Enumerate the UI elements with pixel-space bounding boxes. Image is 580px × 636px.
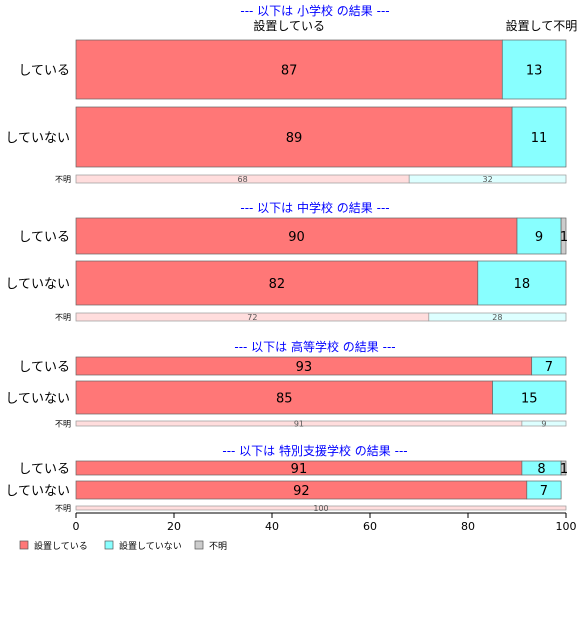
data-label: 91	[294, 420, 304, 429]
bar-segment-no	[511, 106, 567, 168]
x-tick-label: 80	[461, 520, 475, 533]
data-label: 93	[296, 360, 313, 375]
row-label: している	[18, 64, 70, 79]
data-label: 85	[276, 392, 293, 407]
bar-segment-yes	[75, 217, 518, 255]
bar-segment-yes	[75, 39, 503, 100]
row-label: 不明	[55, 420, 71, 429]
row-label: している	[18, 462, 70, 477]
legend-label: 不明	[209, 541, 227, 552]
data-label: 15	[521, 392, 538, 407]
data-label: 9	[535, 230, 543, 245]
data-label: 87	[281, 64, 298, 79]
data-label: 92	[293, 484, 310, 499]
row-label: している	[18, 360, 70, 375]
legend-swatch	[104, 540, 114, 550]
data-label: 89	[286, 131, 303, 146]
column-label-0: 設置している	[253, 18, 325, 33]
bar-segment-yes	[75, 260, 479, 306]
data-label: 90	[288, 230, 305, 245]
bar-segment-unknown	[560, 217, 567, 255]
bar-segment-no	[492, 380, 567, 415]
bar-segment-yes	[75, 380, 493, 415]
bar-segment-no	[428, 312, 567, 322]
row-label: 不明	[55, 313, 71, 322]
data-label: 11	[531, 131, 548, 146]
row-label: 不明	[55, 175, 71, 184]
data-label: 100	[313, 504, 328, 513]
bar-segment-unknown	[560, 460, 567, 476]
bar-segment-no	[501, 39, 567, 100]
x-tick-label: 100	[556, 520, 577, 533]
panel-title-2: --- 以下は 高等学校 の結果 ---	[234, 339, 395, 354]
panel-title-0: --- 以下は 小学校 の結果 ---	[240, 3, 389, 18]
data-label: 68	[238, 175, 248, 184]
x-tick-label: 40	[265, 520, 279, 533]
data-label: 18	[514, 277, 531, 292]
bar-segment-no	[516, 217, 562, 255]
data-label: 9	[541, 420, 546, 429]
data-label: 32	[483, 175, 493, 184]
legend-label: 設置していない	[119, 540, 182, 552]
data-label: 8	[537, 462, 545, 477]
data-label: 1	[560, 462, 568, 477]
data-label: 1	[560, 230, 568, 245]
legend-swatch	[19, 540, 29, 550]
data-label: 91	[291, 462, 308, 477]
bar-segment-yes	[75, 106, 513, 168]
bar-segment-no	[408, 174, 567, 184]
legend-swatch	[194, 540, 204, 550]
column-label-1: 設置して不明	[506, 18, 578, 33]
bar-segment-no	[477, 260, 567, 306]
row-label: している	[18, 230, 70, 245]
row-label: していない	[5, 392, 70, 407]
row-label: していない	[5, 484, 70, 499]
row-label: していない	[5, 131, 70, 146]
legend-label: 設置している	[34, 540, 88, 552]
data-label: 28	[492, 313, 502, 322]
data-label: 82	[269, 277, 286, 292]
bar-segment-no	[531, 356, 567, 376]
panel-title-3: --- 以下は 特別支援学校 の結果 ---	[222, 443, 407, 458]
x-tick-label: 20	[167, 520, 181, 533]
data-label: 7	[540, 484, 548, 499]
x-tick-label: 60	[363, 520, 377, 533]
data-label: 13	[526, 64, 543, 79]
bar-segment-yes	[75, 505, 567, 511]
bar-segment-no	[521, 420, 567, 427]
data-label: 72	[247, 313, 257, 322]
row-label: していない	[5, 277, 70, 292]
panel-title-1: --- 以下は 中学校 の結果 ---	[240, 200, 389, 215]
bar-segment-no	[526, 480, 562, 500]
row-label: 不明	[55, 504, 71, 513]
data-label: 7	[545, 360, 553, 375]
x-tick-label: 0	[73, 520, 80, 533]
